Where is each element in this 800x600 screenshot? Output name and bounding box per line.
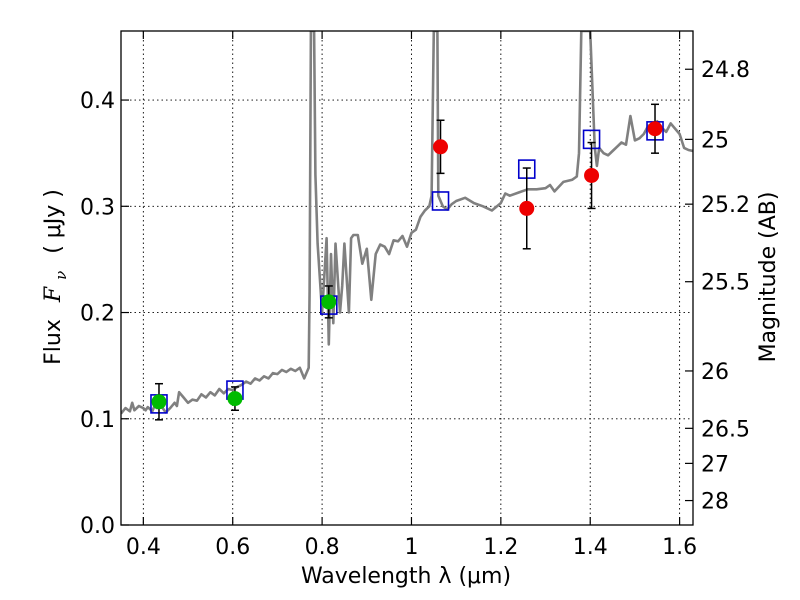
model-point-square	[431, 191, 450, 211]
tick-layer: 0.4 0.6 0.8 1 1.2 1.4 1.6 0.0 0.1 0.2 0.3 0.4 24.8 25…	[80, 31, 750, 560]
y2-tick-label: 25.5	[701, 271, 750, 296]
y-tick-label: 0.0	[80, 514, 115, 539]
y-tick-label: 0.1	[80, 408, 115, 433]
y2-tick-label: 28	[701, 490, 729, 515]
x-tick-label: 1.2	[483, 535, 518, 560]
grid-layer	[121, 31, 693, 526]
y-axis-label-symbol: F	[41, 286, 66, 303]
x-tick-label: 1.6	[662, 535, 697, 560]
observed-point	[151, 394, 167, 410]
x-axis-label: Wavelength λ (μm)	[301, 564, 511, 589]
spectrum-line	[121, 31, 693, 415]
y2-tick-label: 27	[701, 452, 729, 477]
x-tick-label: 1.4	[573, 535, 608, 560]
y2-axis-label: Magnitude (AB)	[756, 192, 781, 363]
observed-point	[321, 294, 337, 310]
y2-tick-label: 26.5	[701, 417, 750, 442]
observed-point	[519, 200, 535, 216]
observed-point	[433, 139, 449, 155]
svg-text:Flux F ν ( μ: Flux F ν ( μJy )	[41, 189, 72, 365]
x-tick-label: 1	[404, 535, 418, 560]
observed-point	[647, 121, 663, 137]
y2-tick-label: 26	[701, 360, 729, 385]
y-axis-label-prefix: Flux	[41, 319, 66, 365]
y2-tick-label: 25	[701, 128, 729, 153]
y2-tick-label: 24.8	[701, 58, 750, 83]
y-axis-label-unit: ( μJy )	[41, 189, 66, 254]
spectrum-layer	[121, 31, 693, 415]
observed-point	[227, 391, 243, 407]
y-axis-label-subscript: ν	[52, 271, 70, 280]
x-tick-label: 0.6	[215, 535, 250, 560]
x-tick-label: 0.4	[126, 535, 161, 560]
y-tick-label: 0.2	[80, 302, 115, 327]
x-tick-label: 0.8	[305, 535, 340, 560]
plot-frame	[120, 30, 694, 526]
marker-layer	[150, 103, 664, 421]
y-tick-label: 0.4	[80, 89, 115, 114]
y-tick-label: 0.3	[80, 195, 115, 220]
y-axis-label: Flux F ν ( μJy )	[41, 189, 72, 365]
observed-point	[584, 167, 600, 183]
y2-tick-label: 25.2	[701, 193, 750, 218]
